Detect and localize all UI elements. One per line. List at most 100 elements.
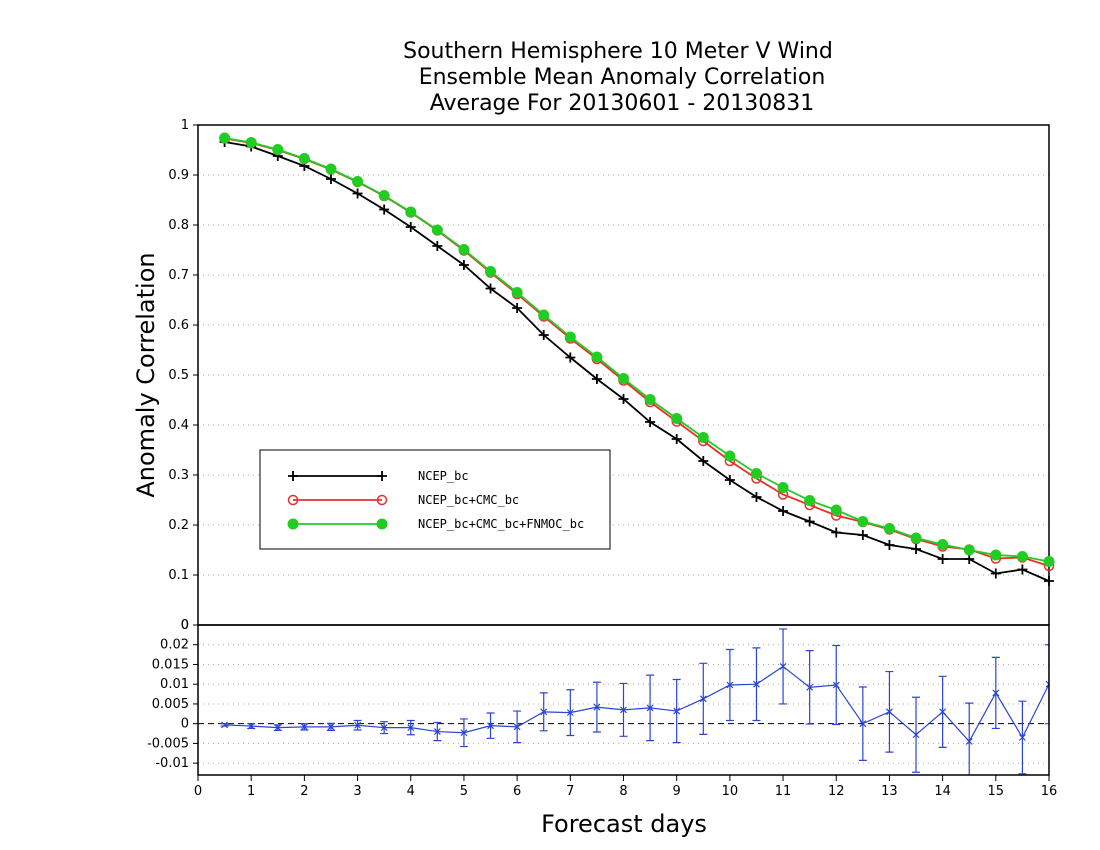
difference-point bbox=[806, 683, 814, 691]
data-point bbox=[511, 287, 523, 298]
y-tick-label: 0.2 bbox=[168, 518, 189, 533]
difference-point bbox=[300, 723, 308, 731]
data-point bbox=[671, 434, 682, 444]
legend-item: NCEP_bc+CMC_bc+FNMOC_bc bbox=[287, 517, 584, 531]
data-point bbox=[219, 132, 231, 144]
difference-point bbox=[1018, 734, 1026, 741]
data-point bbox=[697, 432, 709, 443]
legend-label: NCEP_bc+CMC_bc bbox=[418, 493, 519, 507]
data-point bbox=[458, 244, 470, 255]
difference-point bbox=[886, 708, 893, 716]
data-point bbox=[352, 188, 363, 199]
x-tick-label: 3 bbox=[353, 784, 361, 799]
data-point bbox=[857, 516, 869, 527]
data-point bbox=[564, 331, 576, 343]
x-tick-label: 8 bbox=[619, 784, 627, 799]
data-point bbox=[964, 554, 975, 564]
x-tick-label: 7 bbox=[566, 784, 574, 799]
data-point bbox=[1017, 564, 1028, 575]
difference-point bbox=[646, 704, 654, 712]
legend-label: NCEP_bc+CMC_bc+FNMOC_bc bbox=[418, 517, 584, 531]
legend-marker bbox=[377, 471, 387, 481]
y-tick-label: 0 bbox=[181, 618, 189, 633]
y-tick-label: 1 bbox=[181, 118, 189, 133]
data-point bbox=[485, 266, 497, 277]
difference-point bbox=[221, 721, 229, 729]
data-point bbox=[963, 544, 975, 556]
data-point bbox=[379, 204, 390, 215]
difference-point bbox=[433, 728, 441, 736]
data-point bbox=[750, 468, 762, 479]
error-bar bbox=[1045, 644, 1049, 725]
data-point bbox=[724, 450, 736, 462]
data-point bbox=[245, 137, 257, 148]
data-point bbox=[804, 495, 816, 506]
difference-point bbox=[965, 738, 973, 745]
difference-point bbox=[939, 708, 947, 716]
difference-point bbox=[859, 720, 867, 728]
legend-item: NCEP_bc bbox=[288, 469, 469, 483]
x-tick-label: 5 bbox=[460, 784, 468, 799]
data-point bbox=[325, 174, 336, 184]
difference-point bbox=[832, 681, 840, 689]
data-point bbox=[485, 283, 496, 294]
data-point bbox=[538, 309, 550, 321]
legend-marker bbox=[376, 494, 388, 506]
title-line-1: Southern Hemisphere 10 Meter V Wind bbox=[403, 39, 833, 64]
data-point bbox=[431, 224, 443, 236]
y-tick-label: 0.01 bbox=[160, 677, 189, 692]
difference-point bbox=[1045, 680, 1049, 688]
y-tick-label: -0.01 bbox=[155, 756, 189, 771]
difference-point bbox=[753, 680, 760, 688]
data-point bbox=[990, 549, 1002, 561]
data-point bbox=[591, 351, 603, 363]
data-point bbox=[831, 527, 842, 538]
data-point bbox=[405, 222, 416, 232]
data-point bbox=[538, 330, 549, 340]
difference-point bbox=[779, 663, 787, 670]
data-point bbox=[884, 540, 895, 550]
data-point bbox=[644, 394, 656, 405]
series-2 bbox=[219, 132, 1055, 567]
x-tick-label: 10 bbox=[722, 784, 739, 799]
difference-point bbox=[380, 724, 388, 732]
main-panel: 0 0.1 0.2 0.3 0.4 0.5 0.6 0.7 0.8 0.9 1 bbox=[168, 118, 1055, 633]
legend-marker bbox=[376, 518, 388, 530]
legend-marker bbox=[287, 518, 299, 530]
y-tick-label: 0.3 bbox=[168, 468, 189, 483]
data-point bbox=[1044, 576, 1054, 586]
y-tick-label: 0.9 bbox=[168, 168, 189, 183]
difference-point bbox=[992, 689, 1000, 697]
legend-marker bbox=[287, 494, 299, 506]
data-point bbox=[883, 523, 895, 534]
data-point bbox=[777, 482, 789, 493]
difference-point bbox=[566, 709, 574, 717]
y-tick-label: -0.005 bbox=[147, 736, 189, 751]
x-tick-label: 9 bbox=[673, 784, 681, 799]
y-tick-label: 0.8 bbox=[168, 218, 189, 233]
data-point bbox=[1043, 556, 1055, 567]
difference-point bbox=[274, 724, 282, 732]
data-point bbox=[618, 394, 629, 404]
difference-point bbox=[540, 708, 548, 716]
data-point bbox=[830, 504, 842, 516]
data-point bbox=[990, 568, 1001, 579]
difference-point bbox=[699, 695, 707, 703]
difference-point bbox=[620, 706, 627, 714]
data-point bbox=[458, 260, 469, 270]
difference-point bbox=[513, 723, 521, 731]
x-axis-label: Forecast days bbox=[541, 810, 707, 838]
data-point bbox=[671, 413, 683, 424]
x-tick-label: 4 bbox=[407, 784, 415, 799]
data-point bbox=[512, 303, 523, 313]
legend-item: NCEP_bc+CMC_bc bbox=[287, 493, 519, 507]
data-point bbox=[378, 190, 390, 201]
y-tick-label: 0.6 bbox=[168, 318, 189, 333]
chart-title: Southern Hemisphere 10 Meter V Wind Ense… bbox=[403, 39, 833, 116]
y-tick-label: 0.7 bbox=[168, 268, 189, 283]
y-tick-label: 0.015 bbox=[152, 657, 189, 672]
x-tick-label: 6 bbox=[513, 784, 521, 799]
y-tick-label: 0 bbox=[181, 618, 189, 633]
data-point bbox=[565, 352, 576, 363]
